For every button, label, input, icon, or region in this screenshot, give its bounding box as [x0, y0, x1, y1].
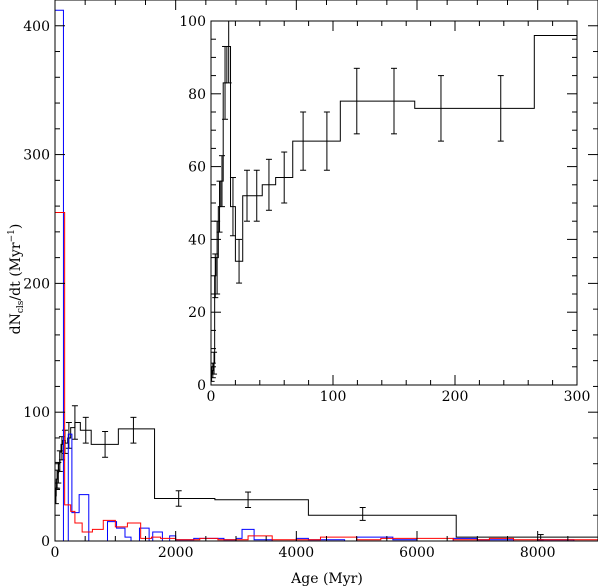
- inset-y-tick-label: 60: [188, 160, 206, 176]
- main-y-tick-label: 200: [23, 276, 50, 292]
- main-x-tick-label: 0: [51, 545, 60, 561]
- main-x-tick-label: 2000: [158, 545, 194, 561]
- main-y-tick-label: 400: [23, 19, 50, 35]
- x-axis-title: Age (Myr): [290, 571, 363, 587]
- inset-y-tick-label: 80: [188, 87, 206, 103]
- inset-series-group: [211, 21, 577, 385]
- inset-y-tick-label: 0: [197, 378, 206, 394]
- inset-y-tick-label: 100: [179, 14, 206, 30]
- main-x-tick-label: 6000: [399, 545, 435, 561]
- y-axis-title: dNcls/dt (Myr−1): [7, 224, 26, 335]
- inset-series-0-line: [211, 35, 577, 385]
- inset-x-tick-label: 0: [207, 389, 216, 405]
- inset-y-tick-label: 20: [188, 305, 206, 321]
- inset-x-tick-label: 300: [564, 389, 591, 405]
- main-y-tick-label: 300: [23, 148, 50, 164]
- inset-x-tick-label: 100: [320, 389, 347, 405]
- main-x-tick-label: 4000: [279, 545, 315, 561]
- inset-plot: 0 100 200 300 0 20 40 60 80 100: [179, 14, 591, 405]
- main-y-tick-label: 100: [23, 405, 50, 421]
- main-y-tick-label: 0: [41, 534, 50, 550]
- main-x-tick-label: 8000: [520, 545, 556, 561]
- inset-x-tick-label: 200: [442, 389, 469, 405]
- inset-y-tick-label: 40: [188, 232, 206, 248]
